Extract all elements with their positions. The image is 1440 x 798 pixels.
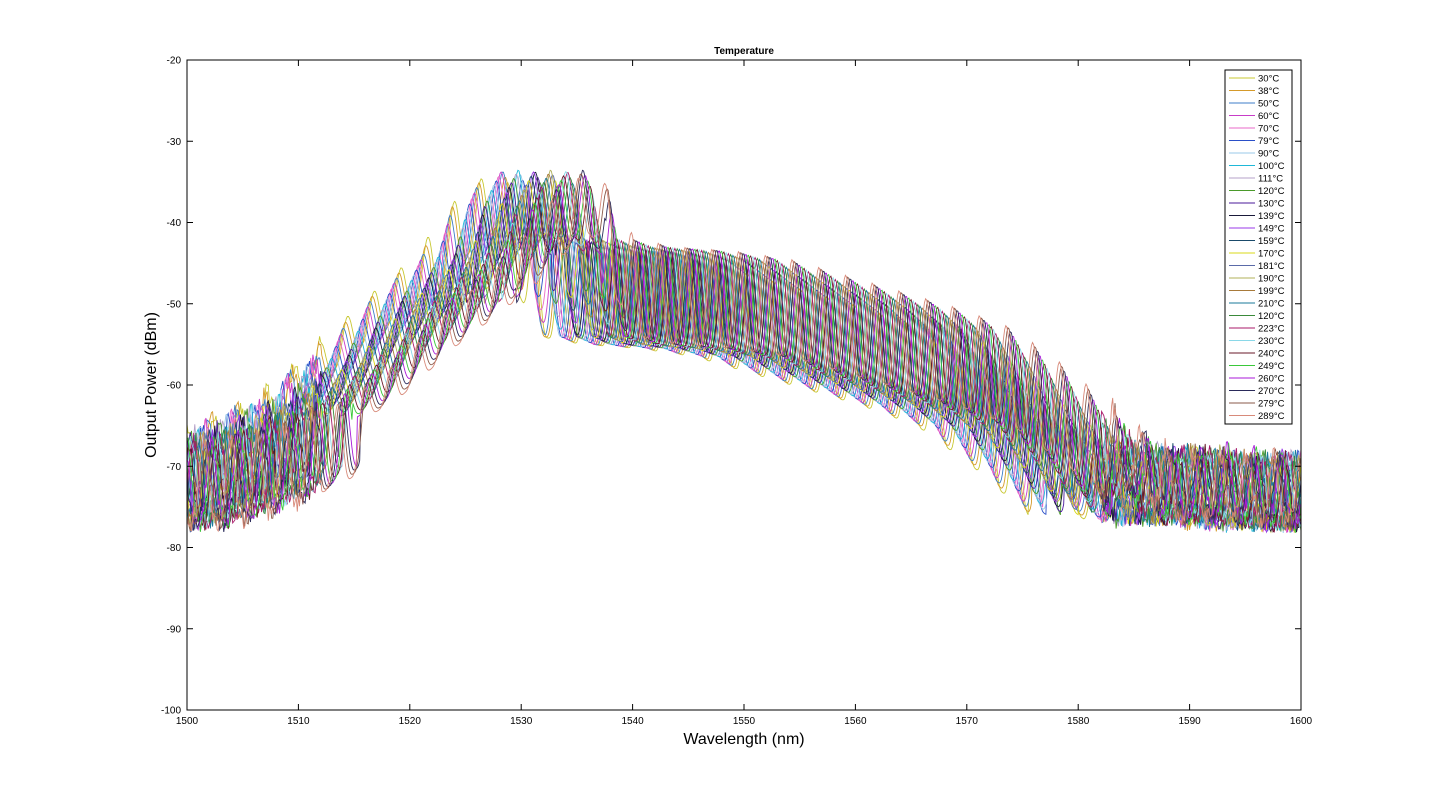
legend-entry: 270°C [1258, 386, 1285, 397]
legend-entry: 190°C [1258, 273, 1285, 284]
legend-entry: 50°C [1258, 98, 1279, 109]
series-line [186, 175, 1302, 533]
x-axis-ticks: 1500 1510 1520 1530 1540 1550 1560 1570 1580 1590… [176, 60, 1313, 727]
x-tick-label: 1580 [1067, 716, 1090, 727]
series-line [186, 177, 1302, 533]
x-tick-label: 1590 [1178, 716, 1201, 727]
legend-entry: 260°C [1258, 373, 1285, 384]
legend-entry: 223°C [1258, 323, 1285, 334]
legend-entry: 70°C [1258, 123, 1279, 134]
y-tick-label: -80 [167, 543, 182, 554]
y-axis-ticks: -100 -90 -80 -70 -60 -50 -40 -30 -20 [161, 56, 1301, 717]
legend-entry: 279°C [1258, 398, 1285, 409]
chart-title: Temperature [714, 46, 774, 57]
x-tick-label: 1540 [621, 716, 644, 727]
x-tick-label: 1500 [176, 716, 199, 727]
legend-entry: 159°C [1258, 236, 1285, 247]
y-axis-label: Output Power (dBm) [143, 312, 160, 458]
legend-entry: 111°C [1258, 173, 1283, 184]
legend-entry: 210°C [1258, 298, 1285, 309]
legend-entry: 130°C [1258, 198, 1285, 209]
legend-entry: 79°C [1258, 136, 1279, 147]
legend-entry: 289°C [1258, 411, 1285, 422]
legend-entry: 170°C [1258, 248, 1285, 259]
series-line [186, 169, 1302, 532]
legend-entry: 100°C [1258, 161, 1285, 172]
legend-entry: 90°C [1258, 148, 1279, 159]
y-tick-label: -60 [167, 381, 182, 392]
series-line [186, 177, 1302, 532]
x-tick-label: 1510 [287, 716, 310, 727]
legend-entry: 60°C [1258, 111, 1279, 122]
y-tick-label: -20 [167, 56, 182, 67]
legend-entry: 240°C [1258, 348, 1285, 359]
y-tick-label: -40 [167, 218, 182, 229]
y-tick-label: -100 [161, 706, 181, 717]
x-tick-label: 1600 [1290, 716, 1313, 727]
y-tick-label: -30 [167, 137, 182, 148]
legend-entry: 199°C [1258, 286, 1285, 297]
legend-entry: 38°C [1258, 86, 1279, 97]
legend-entry: 181°C [1258, 261, 1285, 272]
y-tick-label: -70 [167, 462, 182, 473]
legend-entry: 30°C [1258, 73, 1279, 84]
x-tick-label: 1530 [510, 716, 533, 727]
legend-entry: 249°C [1258, 361, 1285, 372]
series-line [186, 171, 1302, 534]
legend-entry: 120°C [1258, 311, 1285, 322]
plot-lines [186, 169, 1302, 534]
legend-entry: 230°C [1258, 336, 1285, 347]
x-tick-label: 1570 [956, 716, 979, 727]
series-line [186, 179, 1302, 533]
x-tick-label: 1560 [844, 716, 867, 727]
y-tick-label: -90 [167, 624, 182, 635]
legend-entry: 139°C [1258, 211, 1285, 222]
legend-entry: 120°C [1258, 186, 1285, 197]
x-tick-label: 1550 [733, 716, 756, 727]
x-axis-label: Wavelength (nm) [683, 731, 804, 748]
y-tick-label: -50 [167, 299, 182, 310]
legend-entry: 149°C [1258, 223, 1285, 234]
x-tick-label: 1520 [399, 716, 422, 727]
series-line [186, 174, 1302, 532]
